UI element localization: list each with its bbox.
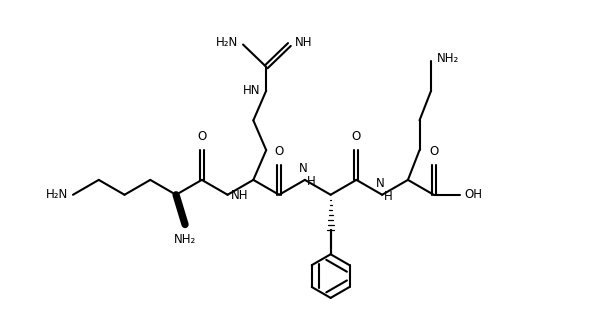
Text: O: O [352, 130, 361, 143]
Text: HN: HN [243, 84, 260, 97]
Text: O: O [197, 130, 206, 143]
Text: OH: OH [464, 188, 482, 201]
Text: N: N [376, 177, 385, 190]
Text: NH₂: NH₂ [174, 233, 196, 246]
Text: H₂N: H₂N [216, 36, 238, 49]
Text: N: N [299, 162, 307, 175]
Text: O: O [274, 145, 284, 158]
Text: NH₂: NH₂ [437, 52, 460, 65]
Text: H: H [307, 175, 316, 188]
Text: NH: NH [295, 36, 313, 49]
Text: H: H [384, 190, 393, 203]
Text: H₂N: H₂N [46, 188, 68, 201]
Text: O: O [429, 145, 439, 158]
Text: NH: NH [230, 189, 248, 202]
